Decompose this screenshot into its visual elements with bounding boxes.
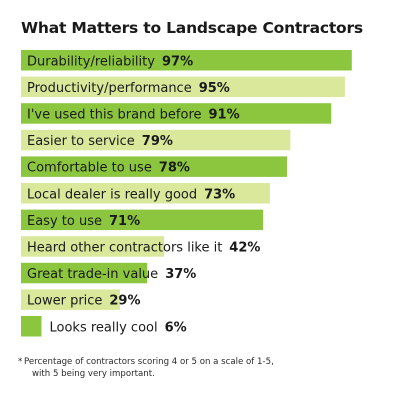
- bar-label-9: Great trade-in value: [27, 267, 158, 282]
- bar-value-3: 91%: [209, 108, 240, 123]
- bar-value-11: 6%: [165, 320, 187, 335]
- bar-label-11: Looks really cool: [50, 320, 158, 335]
- bar-2: [21, 76, 345, 98]
- bar-value-10: 29%: [109, 294, 140, 309]
- bar-value-6: 73%: [204, 187, 235, 202]
- bar-3: [21, 103, 332, 124]
- bar-5: [21, 156, 287, 177]
- bar-4: [21, 129, 291, 151]
- bar-label-6: Local dealer is really good: [27, 187, 197, 202]
- bar-label-2: Productivity/performance: [27, 81, 192, 96]
- bar-9: [21, 262, 148, 284]
- chart-title: What Matters to Landscape Contractors: [21, 19, 363, 37]
- bar-value-2: 95%: [199, 81, 230, 96]
- bar-7: [21, 209, 264, 231]
- bar-value-5: 78%: [159, 161, 190, 176]
- bar-label-10: Lower price: [27, 294, 102, 309]
- bar-label-5: Comfortable to use: [27, 161, 152, 176]
- bar-value-7: 71%: [109, 214, 140, 229]
- bar-label-1: Durability/reliability: [27, 54, 155, 69]
- bar-label-8: Heard other contractors like it: [27, 241, 222, 256]
- bar-label-3: I've used this brand before: [27, 108, 202, 123]
- bar-value-1: 97%: [162, 54, 193, 69]
- bar-value-9: 37%: [165, 267, 196, 282]
- bar-1: [21, 50, 352, 71]
- bar-11: [21, 316, 42, 337]
- footnote-line-1: Percentage of contractors scoring 4 or 5…: [24, 357, 274, 367]
- bar-6: [21, 183, 270, 204]
- bar-label-7: Easy to use: [27, 214, 102, 229]
- bar-label-4: Easier to service: [27, 134, 135, 149]
- bar-10: [21, 289, 120, 310]
- footnote-line-2: with 5 being very important.: [32, 369, 155, 379]
- bar-8: [21, 236, 165, 257]
- bar-value-8: 42%: [229, 241, 260, 256]
- footnote: * Percentage of contractors scoring 4 or…: [18, 356, 384, 380]
- footnote-mark: *: [18, 357, 23, 367]
- bar-value-4: 79%: [142, 134, 173, 149]
